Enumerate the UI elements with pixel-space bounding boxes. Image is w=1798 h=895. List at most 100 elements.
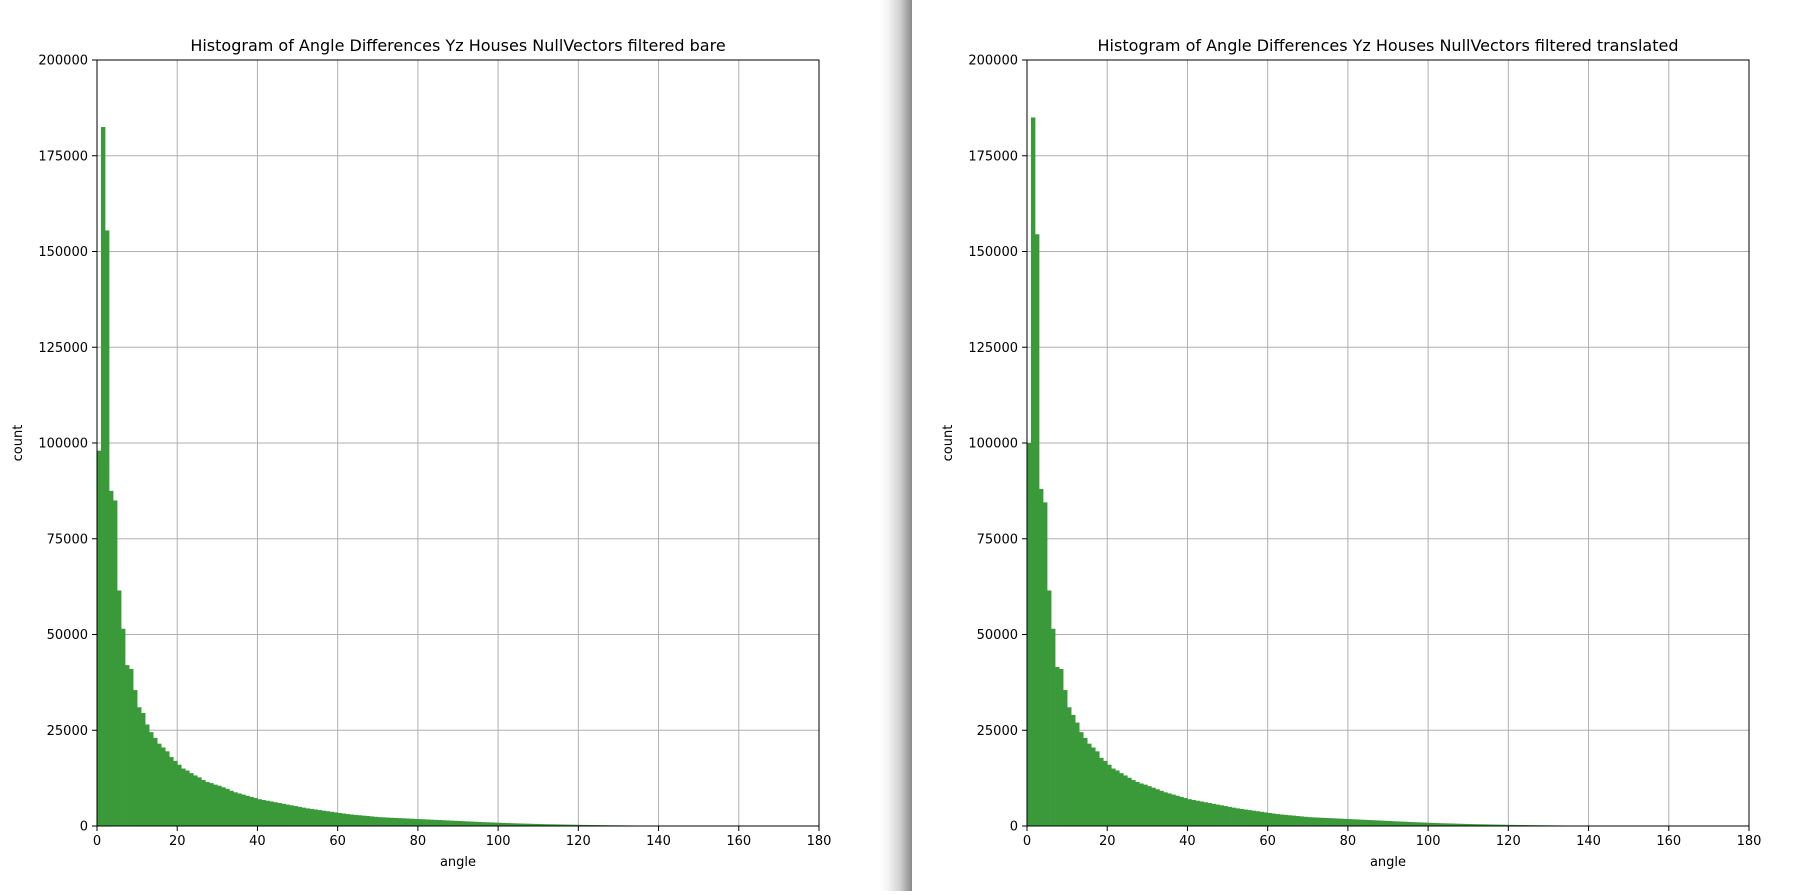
histogram-bar [117,590,121,826]
histogram-bar [1139,783,1143,826]
histogram-bar [426,819,430,826]
histogram-bar [1296,816,1300,826]
histogram-bar [298,807,302,826]
histogram-bar [470,822,474,826]
x-axis-label: angle [440,855,476,870]
histogram-bar [450,821,454,826]
histogram-bar [474,822,478,826]
histogram-bar [1360,820,1364,826]
histogram-bar [153,738,157,826]
y-tick-label: 175000 [968,149,1018,164]
histogram-bar [394,818,398,826]
histogram-bar [1199,801,1203,826]
histogram-bar [1284,815,1288,826]
x-tick-label: 60 [329,834,346,849]
histogram-bar [1179,797,1183,826]
y-tick-label: 50000 [47,628,88,643]
histogram-bar [310,809,314,826]
y-tick-label: 100000 [968,437,1018,452]
histogram-bar [1304,817,1308,826]
histogram-bar [1119,773,1123,826]
histogram-bar [1163,792,1167,826]
histogram-bar [1420,822,1424,826]
histogram-bar [1392,821,1396,826]
histogram-bar [382,817,386,826]
histogram-bar [410,819,414,826]
y-axis-ticks: 0250005000075000100000125000150000175000… [968,54,1027,835]
y-tick-label: 50000 [977,628,1018,643]
histogram-bar [173,761,177,826]
y-axis-label: count [11,425,26,462]
y-tick-label: 0 [1010,820,1018,835]
histogram-bar [462,821,466,826]
histogram-bar [161,747,165,826]
histogram-bar [1364,820,1368,826]
histogram-bar [322,811,326,826]
histogram-bar [1324,818,1328,826]
histogram-bar [1288,815,1292,826]
histogram-bar [177,765,181,826]
histogram-bar [217,786,221,826]
histogram-bar [330,812,334,826]
window-divider [880,0,912,891]
histogram-bar [101,127,105,826]
histogram-bar [185,770,189,826]
histogram-bar [1240,809,1244,826]
x-tick-label: 20 [169,834,186,849]
histogram-bar [1424,823,1428,826]
histogram-bar [1212,804,1216,826]
histogram-bar [1260,812,1264,826]
histogram-bar [1115,770,1119,826]
histogram-bar [1195,801,1199,826]
x-tick-label: 120 [1496,834,1521,849]
histogram-bar [1328,818,1332,826]
histogram-bar [109,491,113,826]
histogram-bar [1236,808,1240,826]
histogram-bar [338,813,342,826]
histogram-bar [1332,818,1336,826]
y-tick-label: 125000 [38,341,88,356]
histogram-bar [1396,821,1400,826]
histogram-bar [290,805,294,826]
histogram-bar [1248,810,1252,826]
histogram-bar [1191,800,1195,826]
histogram-bar [1412,822,1416,826]
x-tick-label: 0 [1023,834,1031,849]
histogram-bar [129,669,133,826]
x-tick-label: 100 [486,834,511,849]
x-tick-label: 40 [1179,834,1196,849]
histogram-bar [209,783,213,826]
grid-lines [97,60,819,826]
histogram-bar [362,816,366,826]
x-tick-label: 140 [1576,834,1601,849]
histogram-bar [326,811,330,826]
histogram-bar [233,792,237,826]
histogram-bar [121,629,125,826]
x-tick-label: 160 [726,834,751,849]
histogram-bar [466,821,470,826]
histogram-bar [418,819,422,826]
y-tick-label: 200000 [968,54,1018,69]
histogram-bar [1035,234,1039,826]
histogram-bar [1216,805,1220,826]
histogram-bar [430,820,434,826]
x-tick-label: 0 [93,834,101,849]
histogram-bar [1264,812,1268,826]
histogram-bar [1071,715,1075,826]
histogram-bar [157,744,161,826]
histogram-bar [145,725,149,826]
y-tick-label: 75000 [977,532,1018,547]
y-tick-label: 25000 [47,724,88,739]
histogram-bar [1244,810,1248,826]
histogram-bar [113,500,117,826]
histogram-bar [1171,795,1175,826]
histogram-bar [314,810,318,826]
histogram-bar [1127,778,1131,826]
histogram-bar [241,795,245,826]
histogram-bar [454,821,458,826]
histogram-bar [374,817,378,826]
histogram-bar [294,806,298,826]
histogram-bar [306,808,310,826]
